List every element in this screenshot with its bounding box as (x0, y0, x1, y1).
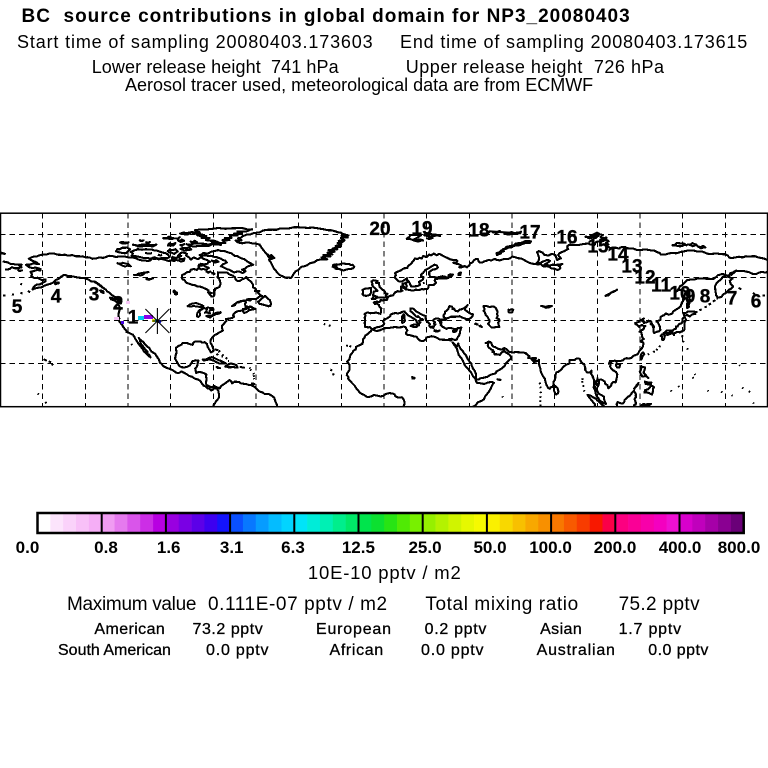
svg-text:18: 18 (468, 221, 489, 242)
svg-text:20: 20 (369, 219, 390, 240)
svg-text:17: 17 (519, 223, 540, 244)
svg-text:10: 10 (669, 284, 690, 305)
svg-text:4: 4 (51, 287, 62, 308)
svg-text:7: 7 (727, 289, 738, 310)
svg-text:5: 5 (12, 297, 23, 318)
svg-text:14: 14 (607, 245, 629, 266)
svg-text:16: 16 (556, 228, 577, 249)
svg-text:12: 12 (634, 268, 655, 289)
svg-text:19: 19 (411, 219, 432, 240)
svg-text:13: 13 (621, 257, 642, 278)
svg-text:8: 8 (700, 287, 711, 308)
svg-text:3: 3 (89, 285, 100, 306)
svg-text:6: 6 (751, 292, 762, 313)
svg-text:1: 1 (128, 308, 139, 329)
svg-text:15: 15 (587, 237, 609, 258)
svg-text:2: 2 (113, 294, 124, 315)
svg-text:11: 11 (651, 276, 672, 297)
svg-text:9: 9 (685, 287, 696, 308)
